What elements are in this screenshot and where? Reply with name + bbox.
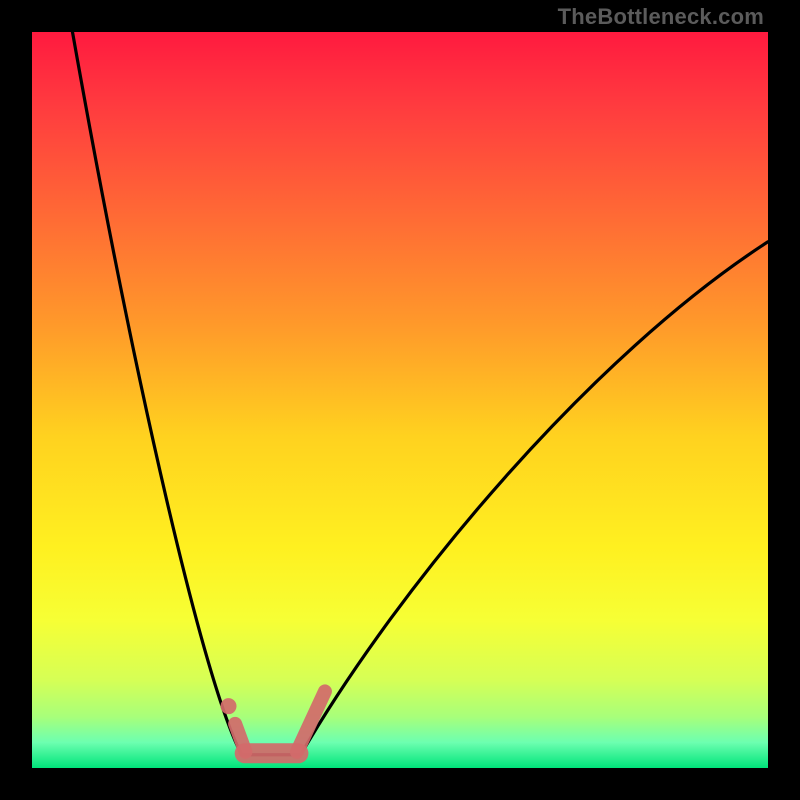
watermark-text: TheBottleneck.com	[558, 4, 764, 30]
accent-trough-highlight	[221, 691, 325, 753]
chart-frame: TheBottleneck.com	[0, 0, 800, 800]
curve-layer	[32, 32, 768, 768]
accent-dot	[221, 698, 237, 714]
bottleneck-curve	[72, 32, 768, 755]
plot-area	[32, 32, 768, 768]
